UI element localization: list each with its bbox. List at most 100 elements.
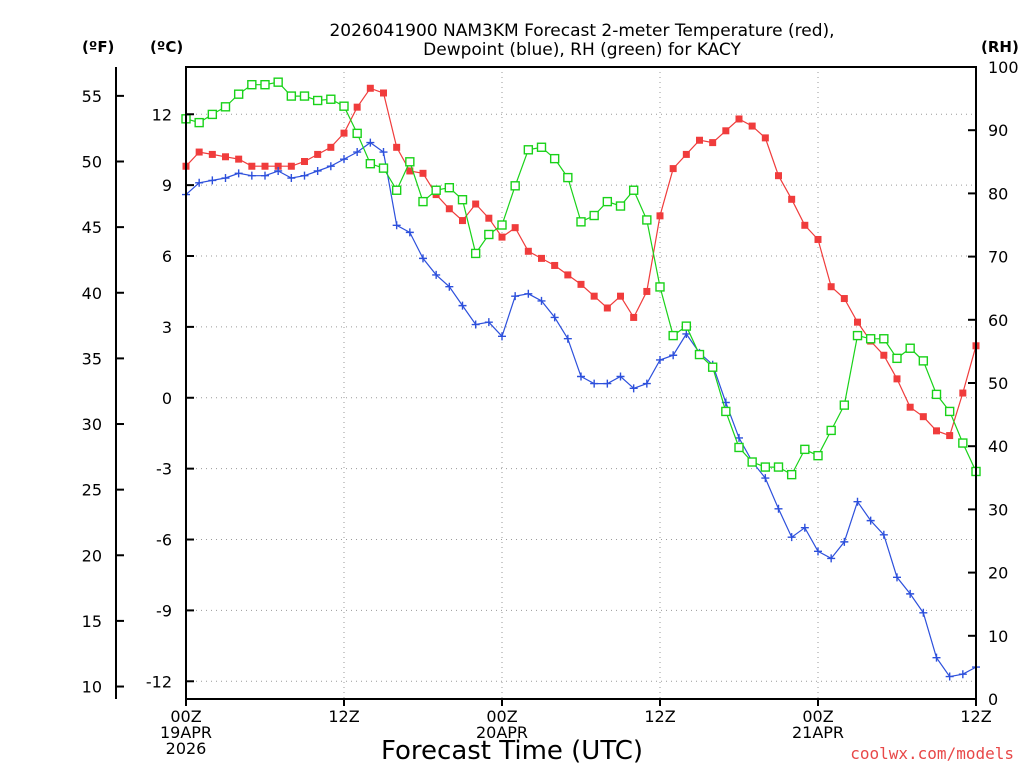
point-dewpoint-28 bbox=[550, 313, 559, 322]
point-rh-46 bbox=[786, 469, 797, 480]
point-dewpoint-54 bbox=[893, 573, 901, 582]
point-rh-53 bbox=[879, 334, 889, 344]
point-temperature-47 bbox=[801, 221, 809, 229]
rh-tick-label-7: 70 bbox=[988, 248, 1008, 267]
point-dewpoint-48 bbox=[814, 547, 822, 556]
point-dewpoint-44 bbox=[761, 474, 770, 483]
point-temperature-12 bbox=[340, 129, 348, 137]
point-rh-51 bbox=[852, 330, 863, 341]
point-temperature-10 bbox=[314, 150, 322, 158]
point-temperature-24 bbox=[498, 233, 506, 241]
point-dewpoint-52 bbox=[866, 516, 875, 525]
point-rh-57 bbox=[931, 389, 942, 400]
time-tick-label-5-0: 12Z bbox=[960, 707, 991, 726]
rh-tick-label-4: 40 bbox=[988, 437, 1008, 456]
point-temperature-27 bbox=[538, 254, 545, 262]
point-dewpoint-9 bbox=[300, 171, 309, 180]
point-dewpoint-59 bbox=[958, 670, 967, 679]
point-dewpoint-47 bbox=[800, 523, 809, 532]
point-rh-59 bbox=[958, 438, 968, 448]
point-temperature-35 bbox=[643, 287, 651, 295]
point-dewpoint-19 bbox=[432, 270, 441, 279]
point-temperature-6 bbox=[261, 162, 269, 170]
point-dewpoint-17 bbox=[405, 228, 414, 237]
point-rh-43 bbox=[747, 457, 757, 467]
point-dewpoint-23 bbox=[484, 318, 493, 327]
celsius-axis: -12 -9 -6 -3 0 3 6 9 12 bbox=[146, 105, 194, 691]
point-dewpoint-50 bbox=[840, 537, 849, 546]
chart-title-line-2: Dewpoint (blue), RH (green) for KACY bbox=[423, 40, 741, 60]
point-rh-37 bbox=[668, 330, 678, 341]
point-temperature-25 bbox=[511, 224, 519, 232]
point-rh-50 bbox=[839, 400, 850, 410]
celsius-tick-label-8: 12 bbox=[152, 105, 172, 124]
point-dewpoint-1 bbox=[195, 178, 204, 187]
point-rh-48 bbox=[813, 450, 823, 461]
point-temperature-58 bbox=[946, 432, 954, 440]
point-dewpoint-14 bbox=[366, 138, 375, 147]
fahrenheit-tick-label-4: 30 bbox=[82, 415, 102, 434]
point-rh-58 bbox=[944, 406, 955, 417]
time-tick-label-3-0: 12Z bbox=[644, 707, 675, 726]
series-rh bbox=[181, 77, 981, 480]
point-dewpoint-13 bbox=[353, 148, 362, 157]
point-temperature-43 bbox=[748, 122, 756, 130]
celsius-tick-label-3: -3 bbox=[156, 460, 172, 479]
celsius-tick-label-5: 3 bbox=[162, 318, 172, 337]
point-rh-49 bbox=[826, 425, 836, 436]
point-dewpoint-36 bbox=[656, 355, 664, 364]
fahrenheit-axis-unit: (ºF) bbox=[82, 38, 114, 56]
time-tick-label-0-1: 19APR bbox=[160, 723, 212, 742]
point-rh-44 bbox=[760, 462, 771, 472]
time-tick-label-4-1: 21APR bbox=[792, 723, 844, 742]
chart-title-line-1: 2026041900 NAM3KM Forecast 2-meter Tempe… bbox=[329, 21, 834, 41]
point-rh-2 bbox=[207, 109, 218, 120]
fahrenheit-tick-label-5: 35 bbox=[82, 349, 102, 368]
point-rh-38 bbox=[681, 321, 692, 331]
point-rh-10 bbox=[312, 95, 323, 106]
point-dewpoint-20 bbox=[445, 282, 454, 291]
point-dewpoint-21 bbox=[458, 301, 467, 310]
fahrenheit-tick-label-1: 15 bbox=[82, 612, 102, 631]
point-rh-28 bbox=[549, 153, 560, 164]
point-temperature-5 bbox=[248, 162, 256, 170]
point-rh-3 bbox=[220, 102, 231, 112]
series-dewpoint bbox=[182, 138, 980, 681]
point-temperature-32 bbox=[603, 304, 611, 312]
point-temperature-36 bbox=[656, 212, 664, 220]
series-temperature bbox=[182, 84, 980, 440]
point-dewpoint-3 bbox=[221, 174, 230, 183]
point-temperature-18 bbox=[419, 169, 427, 177]
point-temperature-2 bbox=[208, 150, 216, 158]
point-rh-12 bbox=[339, 101, 349, 111]
point-dewpoint-7 bbox=[274, 166, 283, 175]
point-temperature-11 bbox=[327, 143, 335, 151]
point-dewpoint-34 bbox=[629, 384, 638, 393]
rh-tick-label-6: 60 bbox=[988, 311, 1008, 330]
point-temperature-7 bbox=[274, 162, 282, 170]
point-rh-33 bbox=[615, 201, 626, 211]
credit-link[interactable]: coolwx.com/models bbox=[850, 744, 1014, 763]
point-temperature-48 bbox=[814, 235, 822, 243]
point-rh-25 bbox=[510, 181, 520, 191]
point-rh-16 bbox=[391, 185, 402, 195]
point-temperature-31 bbox=[590, 292, 598, 300]
data-series bbox=[181, 77, 981, 681]
point-rh-29 bbox=[563, 172, 573, 183]
point-rh-22 bbox=[470, 248, 481, 259]
celsius-tick-label-6: 6 bbox=[162, 247, 172, 266]
rh-tick-label-1: 10 bbox=[988, 627, 1008, 646]
point-temperature-53 bbox=[880, 351, 888, 359]
point-temperature-39 bbox=[696, 136, 703, 144]
point-rh-24 bbox=[497, 220, 507, 230]
point-rh-56 bbox=[918, 356, 929, 366]
point-dewpoint-46 bbox=[787, 533, 796, 542]
point-rh-9 bbox=[299, 91, 310, 101]
time-tick-label-1-0: 12Z bbox=[328, 707, 359, 726]
point-temperature-34 bbox=[630, 313, 638, 321]
point-dewpoint-5 bbox=[247, 171, 256, 180]
point-rh-5 bbox=[247, 79, 257, 90]
point-dewpoint-4 bbox=[234, 169, 243, 178]
point-rh-26 bbox=[523, 145, 534, 155]
